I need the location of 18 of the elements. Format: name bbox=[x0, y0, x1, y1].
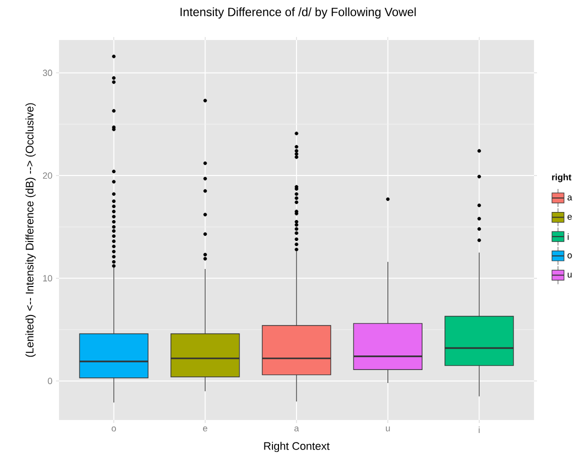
x-tick-label: u bbox=[386, 426, 390, 432]
y-tick-label: 0 bbox=[48, 378, 52, 384]
x-tick-label: o bbox=[112, 426, 116, 432]
legend-label: e bbox=[568, 214, 572, 220]
x-tick-label: i bbox=[478, 426, 480, 434]
legend-title: right bbox=[552, 174, 572, 182]
x-axis-title: Right Context bbox=[264, 442, 330, 452]
y-tick-label: 10 bbox=[43, 275, 52, 282]
chart-title: Intensity Difference of /d/ by Following Vowel bbox=[180, 7, 416, 19]
y-tick-label: 20 bbox=[42, 172, 52, 179]
legend-label: o bbox=[568, 253, 572, 258]
legend-label: a bbox=[568, 196, 572, 200]
x-tick-label: a bbox=[294, 426, 299, 432]
y-axis-title: (Lenited) <-- Intensity Difference (dB) --> (Occlusive) bbox=[25, 103, 36, 357]
x-tick-label: e bbox=[203, 426, 208, 432]
legend-label: i bbox=[568, 233, 569, 240]
y-tick-label: 30 bbox=[42, 70, 52, 76]
legend-label: u bbox=[568, 272, 572, 278]
